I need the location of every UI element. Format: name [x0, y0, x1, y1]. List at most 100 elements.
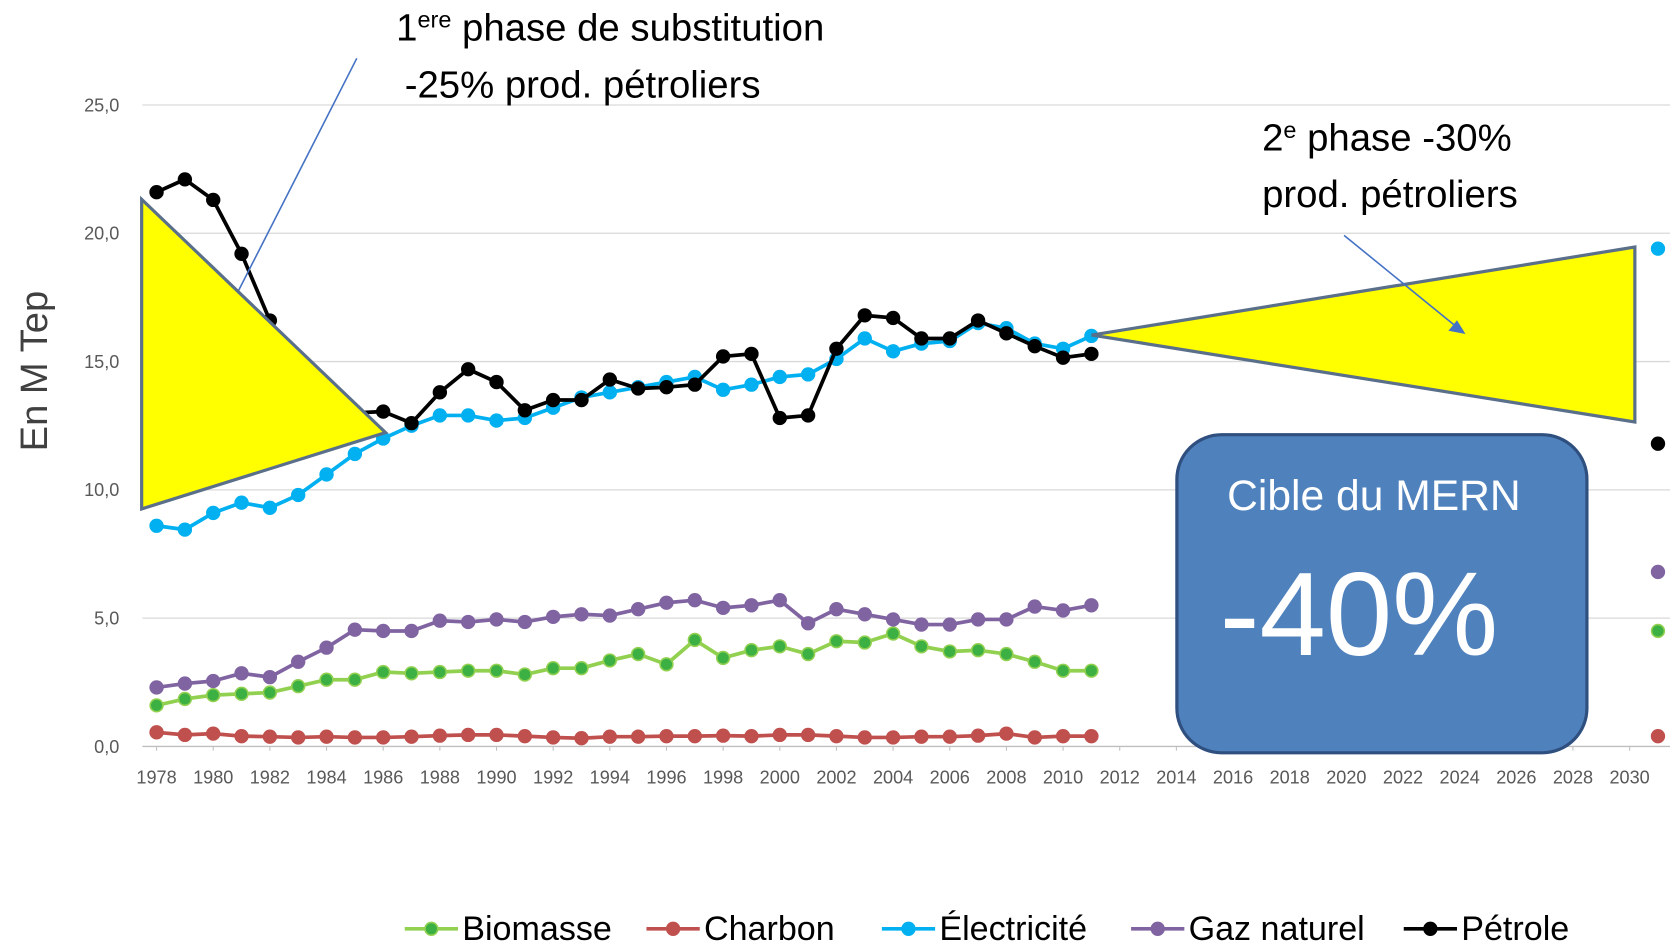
data-point	[885, 344, 901, 359]
pointer-line	[235, 57, 358, 296]
data-point	[460, 614, 476, 630]
data-point	[262, 500, 278, 515]
data-point	[149, 185, 164, 200]
x-tick-label: 1992	[533, 768, 573, 788]
x-tick-label: 1982	[250, 768, 290, 788]
phase2-label-2: prod. pétroliers	[1262, 173, 1518, 216]
phase1-label: 1ere phase de substitution	[396, 6, 824, 49]
data-point	[375, 623, 391, 639]
data-point	[800, 367, 816, 382]
data-point	[404, 666, 419, 681]
data-point	[999, 612, 1014, 627]
data-point	[319, 640, 334, 655]
data-point	[829, 601, 844, 617]
y-tick-label: 20,0	[84, 224, 119, 244]
data-point	[800, 408, 816, 423]
data-point	[177, 522, 193, 537]
data-point	[489, 413, 504, 428]
x-tick-label: 1980	[193, 768, 233, 788]
target-box	[1175, 433, 1589, 755]
data-point	[574, 731, 589, 746]
data-point	[1084, 663, 1099, 678]
data-point	[347, 622, 363, 637]
y-tick-label: 5,0	[94, 609, 119, 629]
y-tick-label: 15,0	[84, 352, 119, 372]
data-point	[177, 172, 193, 187]
data-point	[885, 626, 901, 641]
data-point	[404, 623, 419, 639]
phase1-rest: phase de substitution	[451, 6, 824, 49]
data-point	[800, 646, 816, 662]
data-point	[347, 730, 363, 745]
data-point	[857, 308, 872, 323]
data-point	[234, 246, 249, 261]
phase1-triangle	[140, 195, 389, 512]
data-point	[857, 331, 872, 346]
data-point	[460, 663, 476, 678]
data-point	[602, 372, 618, 387]
data-point	[857, 635, 872, 650]
x-tick-label: 2022	[1383, 768, 1423, 788]
legend-label: Pétrole	[1461, 910, 1569, 948]
data-point	[1650, 623, 1666, 639]
x-tick-label: 1984	[306, 768, 346, 788]
x-tick-label: 2026	[1496, 768, 1536, 788]
data-point	[715, 728, 731, 743]
data-point	[942, 644, 957, 659]
legend-marker	[1423, 921, 1438, 936]
data-point	[206, 687, 221, 703]
data-point	[1055, 350, 1071, 365]
data-point	[149, 725, 164, 740]
data-point	[149, 680, 164, 695]
phase2-rest: phase -30%	[1296, 117, 1511, 160]
data-point	[177, 727, 193, 743]
data-point	[970, 313, 986, 328]
data-point	[206, 726, 221, 741]
data-point	[999, 646, 1014, 662]
phase1-num: 1	[396, 6, 417, 49]
x-tick-label: 1986	[363, 768, 403, 788]
data-point	[970, 612, 986, 627]
data-point	[1055, 663, 1071, 678]
y-tick-label: 25,0	[84, 95, 119, 115]
data-point	[602, 729, 618, 744]
data-point	[885, 612, 901, 627]
legend-label: Charbon	[704, 910, 835, 948]
data-point	[1027, 599, 1042, 614]
data-point	[970, 643, 986, 658]
phase2-label: 2e phase -30%	[1262, 117, 1512, 160]
legend-marker	[901, 921, 916, 936]
data-point	[744, 729, 759, 744]
data-point	[914, 617, 929, 632]
data-point	[630, 381, 646, 396]
legend: Biomasse Charbon Électricité Gaz naturel Pét…	[404, 910, 1569, 948]
data-point	[262, 729, 278, 744]
y-axis-label: En M Tep	[13, 291, 56, 452]
data-point	[942, 729, 957, 744]
data-point	[574, 607, 589, 622]
data-point	[347, 672, 363, 687]
data-point	[234, 666, 249, 681]
data-point	[432, 664, 448, 680]
data-point	[489, 727, 504, 743]
data-point	[206, 505, 221, 521]
data-point	[291, 654, 306, 669]
data-point	[206, 192, 221, 208]
data-point	[744, 598, 759, 613]
data-point	[1650, 241, 1666, 256]
data-point	[404, 415, 419, 431]
data-point	[687, 632, 702, 648]
data-point	[489, 374, 504, 390]
data-point	[715, 650, 731, 666]
x-tick-label: 2000	[760, 768, 800, 788]
x-tick-label: 2002	[816, 768, 856, 788]
data-point	[772, 639, 787, 654]
phase1-sup: ere	[418, 7, 452, 33]
data-point	[262, 669, 278, 685]
data-point	[291, 678, 306, 694]
data-point	[291, 730, 306, 745]
pointer-line	[1343, 234, 1456, 327]
data-point	[1055, 729, 1071, 744]
